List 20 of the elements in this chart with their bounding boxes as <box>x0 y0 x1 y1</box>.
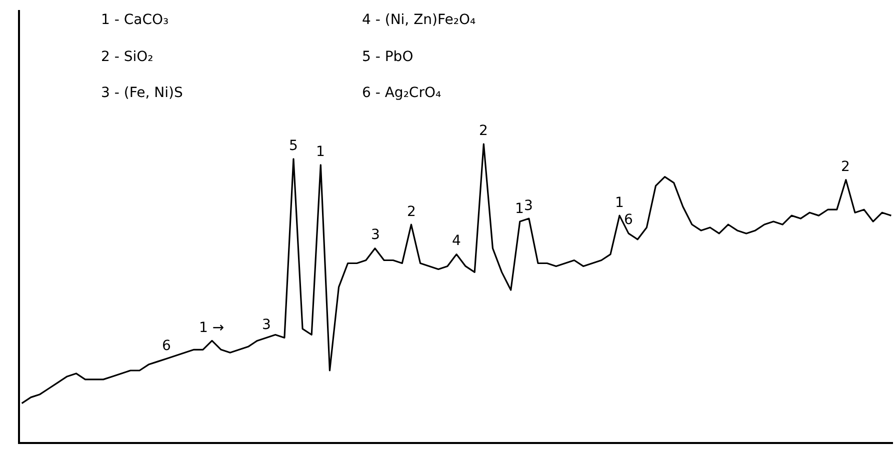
text: 1 - CaCO₃ <box>101 12 169 28</box>
annotation: 5 <box>289 138 298 154</box>
annotation: 6 <box>162 338 171 354</box>
annotation: 1 <box>615 195 624 211</box>
annotation: 3 <box>262 317 271 333</box>
annotation: 3 <box>524 198 533 214</box>
annotation: 4 <box>452 233 461 249</box>
annotation: 1 <box>515 201 524 217</box>
annotation: 2 <box>841 159 850 175</box>
text: 2 - SiO₂ <box>101 49 154 65</box>
annotation: 1 <box>316 144 325 160</box>
annotation: 3 <box>371 227 380 243</box>
annotation: 1 → <box>199 320 224 336</box>
annotation: 2 <box>479 123 488 139</box>
annotation: 6 <box>624 212 633 228</box>
text: 6 - Ag₂CrO₄ <box>362 85 442 101</box>
annotation: 2 <box>407 204 416 220</box>
text: 4 - (Ni, Zn)Fe₂O₄ <box>362 12 476 28</box>
text: 3 - (Fe, Ni)S <box>101 85 183 101</box>
text: 5 - PbO <box>362 49 414 65</box>
